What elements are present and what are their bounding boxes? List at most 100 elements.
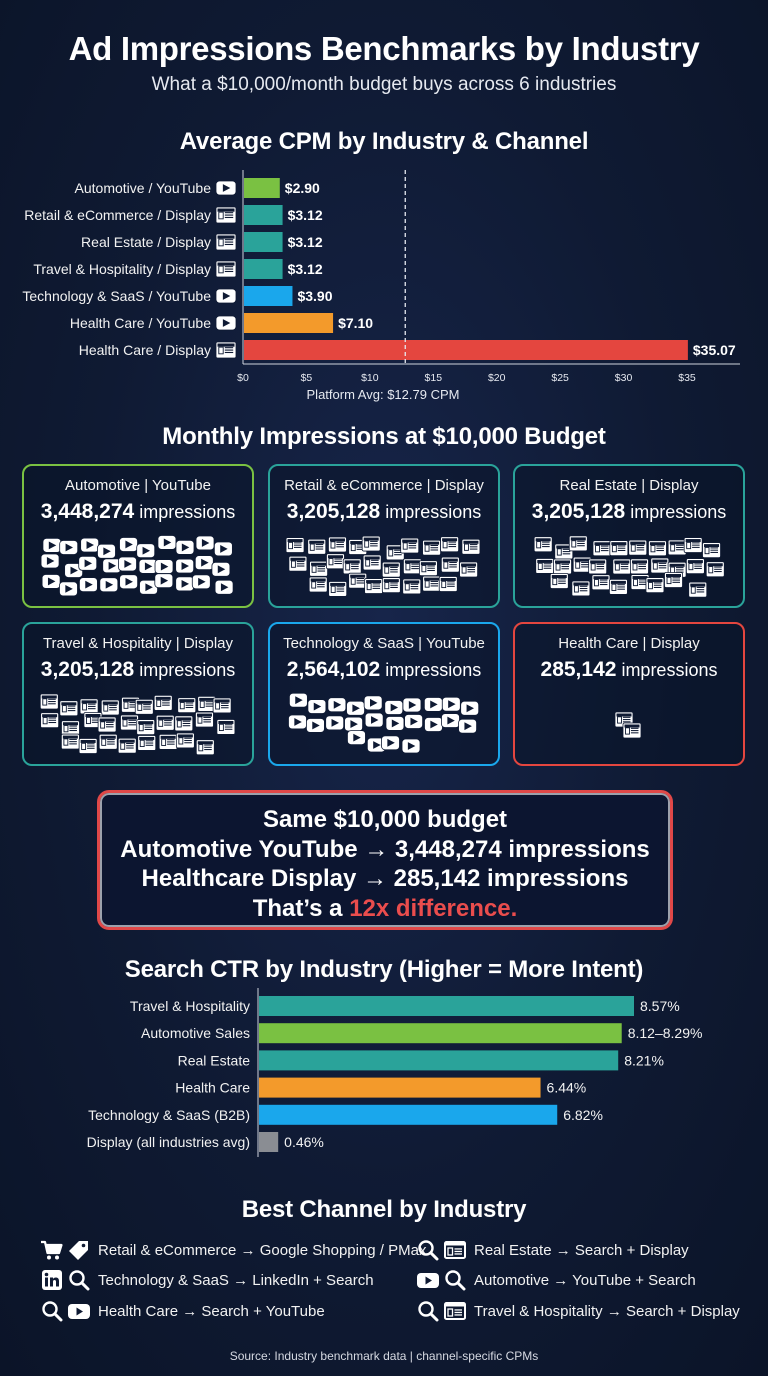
display-icon [630,574,650,590]
display-icon [645,577,665,594]
ctr-value-label: 8.57% [640,998,680,1014]
youtube-icon [215,288,237,304]
impression-card-value: 285,142 impressions [540,658,718,681]
cpm-bar [244,205,283,225]
display-icon [195,711,214,728]
best-channel-text: Real Estate → Search + Display [474,1241,689,1259]
display-icon [385,544,405,561]
display-icon [422,539,441,556]
display-icon [59,700,79,717]
cpm-value-label: $7.10 [338,315,373,331]
youtube-icon [441,696,461,712]
display-icon [100,699,120,716]
best-channel-title: Best Channel by Industry [241,1196,527,1223]
impression-card-label: Health Care | Display [558,635,700,652]
impression-card-label: Technology & SaaS | YouTube [283,635,485,652]
display-icon [285,537,305,553]
best-channel-item: Retail & eCommerce → Google Shopping / P… [40,1238,426,1262]
youtube-icon [384,700,404,715]
display-icon [461,538,481,555]
ctr-bar-chart: Travel & Hospitality 8.57% Automotive Sale… [87,988,702,1157]
youtube-icon [136,543,156,559]
cpm-value-label: $3.12 [288,261,323,277]
ctr-category-label: Automotive Sales [141,1025,250,1041]
best-channel-item: Automotive → YouTube + Search [416,1268,696,1292]
cpm-chart-title: Average CPM by Industry & Channel [179,128,589,155]
display-icon [688,581,708,598]
youtube-icon [80,537,100,553]
youtube-icon [102,558,122,574]
display-icon [342,558,362,575]
display-icon [685,558,705,575]
youtube-icon [154,573,174,589]
display-icon [98,733,118,750]
display-icon [215,233,237,251]
display-icon [177,697,197,714]
ctr-bar [259,1132,279,1152]
cpm-category-label: Technology & SaaS / YouTube [22,288,211,304]
impression-card-value: 2,564,102 impressions [286,658,482,681]
cpm-value-label: $3.12 [288,234,323,250]
display-icon [216,719,236,735]
cpm-category-label: Retail & eCommerce / Display [24,207,211,223]
best-channel-item: Technology & SaaS → LinkedIn + Search [40,1268,374,1292]
youtube-icon [423,697,443,712]
youtube-icon [139,579,158,595]
youtube-icon [195,535,215,551]
display-icon [309,560,328,577]
impression-card-label: Travel & Hospitality | Display [42,635,234,652]
callout-prefix: That’s a [252,894,350,922]
impression-card-label: Automotive | YouTube [65,477,211,494]
display-icon [438,576,458,592]
impression-icon-cluster [288,692,480,754]
youtube-icon [59,581,78,597]
youtube-icon [307,699,327,714]
youtube-icon [194,555,214,571]
callout-line-2: Automotive YouTube → 3,448,274 impressio… [120,835,650,863]
display-icon [60,733,80,750]
display-icon [648,540,667,557]
ctr-value-label: 6.82% [563,1107,603,1123]
display-icon [403,558,422,575]
display-icon [683,537,703,553]
display-icon [381,577,401,594]
impression-card: Health Care | Display 285,142 impressions [513,622,745,766]
youtube-icon [175,558,195,574]
display-icon [215,260,237,278]
display-icon [155,714,175,731]
youtube-icon [42,537,62,553]
impression-card-label: Retail & eCommerce | Display [284,477,484,494]
display-icon [40,712,60,729]
youtube-icon [416,1269,440,1291]
callout-emphasis: 12x difference. [349,894,518,922]
display-icon [197,695,217,712]
comparison-callout: Same $10,000 budget Automotive YouTube →… [97,790,673,930]
impression-card: Travel & Hospitality | Display 3,205,128 … [22,622,254,766]
display-icon [364,578,384,594]
best-channel-text: Travel & Hospitality → Search + Display [474,1302,740,1320]
youtube-icon [363,695,383,711]
display-icon [175,732,195,749]
ctr-category-label: Health Care [175,1080,250,1096]
best-channel-item: Real Estate → Search + Display [416,1238,689,1262]
impression-icon-cluster [614,711,642,739]
ctr-value-label: 8.21% [624,1052,664,1068]
page-title: Ad Impressions Benchmarks by Industry [68,30,700,67]
display-icon [83,712,103,728]
ctr-value-label: 6.44% [547,1080,587,1096]
display-icon [348,572,368,589]
youtube-icon [325,715,345,731]
display-icon [650,557,670,574]
impressions-section-title: Monthly Impressions at $10,000 Budget [162,423,606,450]
youtube-icon [215,315,237,331]
youtube-icon [214,579,234,595]
cpm-tick-label: $10 [361,372,379,384]
youtube-icon [402,697,422,713]
youtube-icon [306,718,325,733]
display-icon [535,558,555,574]
youtube-icon [458,718,477,734]
youtube-icon [79,577,98,593]
youtube-icon [364,712,384,728]
display-icon [572,556,592,573]
youtube-icon [404,714,423,729]
